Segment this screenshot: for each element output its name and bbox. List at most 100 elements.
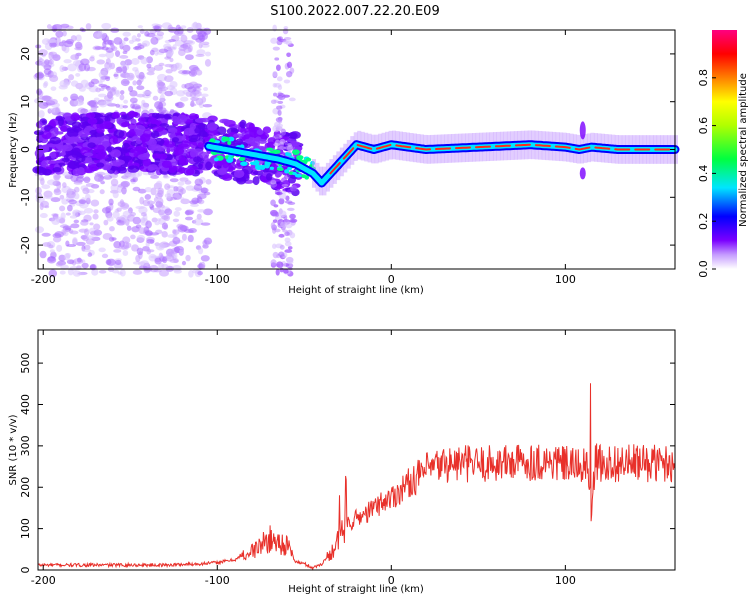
spectrogram-cell	[58, 218, 66, 224]
spectrogram-cell	[278, 233, 285, 238]
spectrogram-cell	[289, 213, 296, 220]
spectrogram-cell	[38, 58, 44, 63]
spectrogram-cell	[146, 248, 152, 255]
spectrogram-cell	[252, 176, 260, 186]
spectrogram-cell	[282, 27, 289, 35]
spectrogram-cell	[129, 97, 138, 104]
spectrogram-cell	[276, 64, 281, 71]
spectrogram-cell	[142, 157, 152, 167]
spectrogram-cell	[286, 52, 291, 58]
spectrogram-cell	[95, 153, 104, 160]
spectrogram-cell	[193, 218, 204, 226]
spectrogram-cell	[221, 174, 233, 181]
spectrogram-cell	[90, 78, 99, 85]
spectrogram-cell	[72, 270, 82, 277]
spectrogram-cell	[149, 49, 155, 56]
spectrogram-cell	[106, 215, 114, 222]
spectrogram-cell	[57, 111, 65, 116]
spectrogram-cell	[125, 73, 134, 80]
spectrogram-cell	[140, 102, 149, 111]
snr-xtick-label: -100	[205, 574, 230, 587]
spectrogram-cell	[83, 207, 94, 214]
spectrogram-cell	[40, 200, 50, 208]
snr-ticks: -200 -100 0 100 0 100 200 300 400 500	[19, 330, 675, 587]
spectrogram-cell	[136, 93, 146, 98]
spectrogram-cell	[289, 131, 301, 140]
spectrogram-cell	[110, 184, 119, 192]
spectrogram-cell	[173, 210, 181, 217]
spectrogram-cell	[146, 63, 152, 69]
spectrogram-cell	[69, 230, 79, 235]
spectrogram-cell	[277, 36, 283, 41]
spectrogram-cell	[128, 110, 136, 118]
snr-ytick-label: 100	[19, 518, 32, 539]
spectrogram-cell	[110, 149, 122, 158]
spectrogram-cell	[117, 245, 128, 250]
spectrogram-cell	[110, 178, 119, 187]
spectrogram-cell	[200, 255, 210, 262]
spectrogram-cell	[108, 135, 119, 145]
spectrogram-cell	[171, 115, 179, 122]
spectrogram-cell	[50, 86, 57, 91]
spectrogram-cell	[72, 211, 79, 217]
colorbar-tick-label: 0.6	[697, 117, 710, 135]
spectrogram-cell	[103, 66, 112, 71]
spectrogram-cell	[41, 232, 51, 237]
spectrogram-cell	[272, 243, 277, 249]
spectrogram-cell	[197, 270, 203, 276]
spectrogram-cell	[39, 250, 47, 259]
spectrogram-spike	[579, 121, 586, 140]
spectrogram-cell	[172, 218, 180, 223]
spectrogram-cell	[113, 73, 119, 77]
spectrogram-cell	[188, 81, 198, 88]
spectrogram-cell	[92, 213, 99, 220]
spectrogram-cell	[184, 54, 194, 61]
spectrogram-cell	[85, 23, 92, 30]
spectrogram-cell	[101, 152, 108, 160]
spectrogram-cell	[93, 209, 99, 214]
spectrogram-cell	[161, 222, 168, 230]
spectrogram-cell	[190, 203, 199, 207]
spectrogram-cell	[80, 79, 89, 88]
snr-ylabel: SNR (10 * v/v)	[8, 414, 19, 485]
spectrogram-cell	[113, 37, 123, 45]
spectrogram-cell	[166, 51, 173, 58]
spectrogram-cell	[288, 97, 296, 102]
spectrogram-cell	[49, 74, 59, 83]
spectrogram-cell	[46, 179, 57, 186]
spectrogram-cell	[108, 198, 114, 206]
spectrogram-cell	[148, 164, 158, 171]
spectrogram-cell	[287, 166, 293, 171]
spectrogram-cell	[232, 133, 245, 138]
spectrogram-cell	[52, 236, 62, 243]
spectrogram-cell	[50, 197, 61, 203]
spectrogram-cell	[286, 70, 293, 78]
spectrogram-cell	[117, 271, 123, 275]
spectrogram-cell	[105, 76, 111, 82]
spectrogram-cell	[199, 151, 210, 159]
spectrogram-cell	[63, 81, 71, 86]
spectrogram-cell	[70, 80, 79, 87]
spectrogram-cell	[120, 115, 127, 120]
spectrogram-cell	[289, 218, 298, 223]
spectrogram-cell	[119, 94, 125, 101]
spectrogram-cell	[96, 126, 105, 134]
colorbar-tick-label: 0.8	[697, 69, 710, 87]
spectrogram-cell	[48, 59, 54, 65]
spectrogram-cell	[67, 204, 73, 212]
spectrogram-cell	[158, 262, 165, 270]
spectrogram-cell	[145, 220, 152, 229]
spectrogram-cell	[158, 86, 169, 92]
spectrogram-cell	[53, 188, 62, 196]
spectrogram-cell	[144, 230, 154, 236]
spectrogram-cell	[93, 223, 101, 230]
spectrogram-cell	[130, 234, 136, 240]
spectrogram-cell	[96, 32, 107, 40]
spectrogram-cell	[164, 90, 174, 97]
spectrogram-cell	[274, 211, 280, 217]
spectrogram-cell	[192, 21, 199, 30]
spectrogram-cell	[279, 138, 286, 145]
spectrogram-cell	[134, 69, 140, 77]
spectrogram-cell	[105, 259, 112, 265]
spectrogram-cell	[60, 212, 66, 220]
